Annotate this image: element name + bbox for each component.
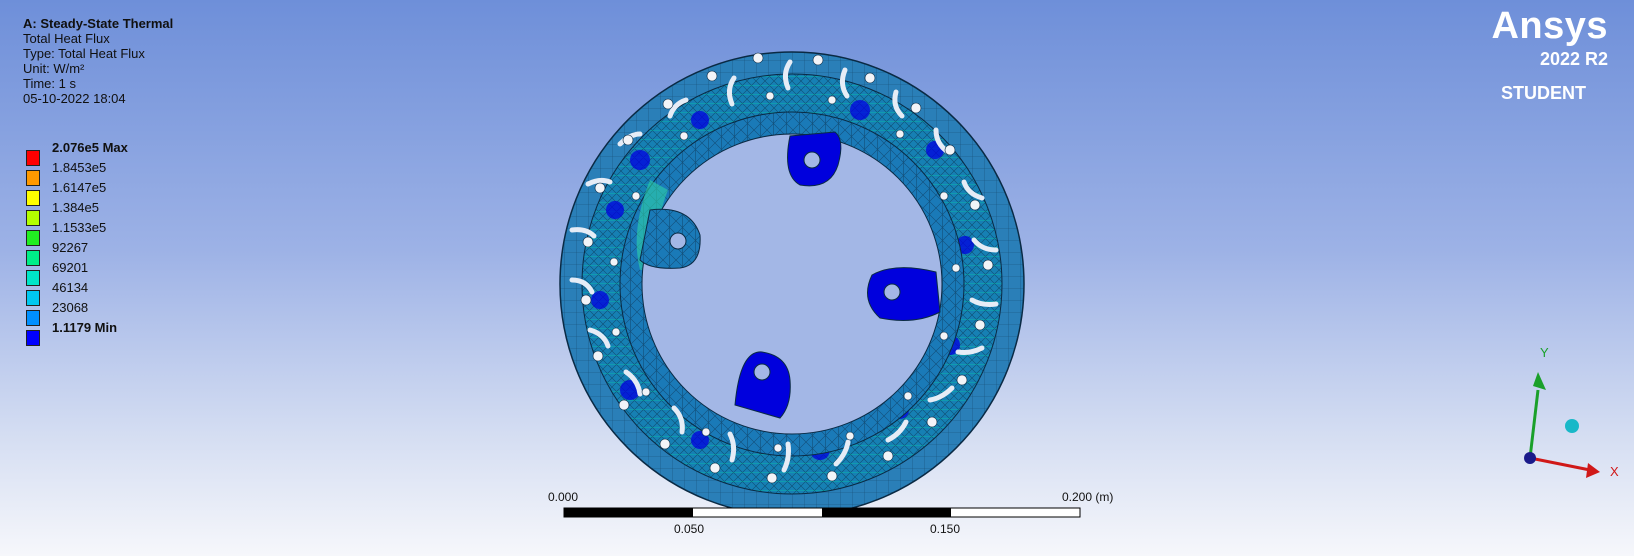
scale-bar: 0.000 0.200 (m) 0.050 0.150 [548,490,1113,536]
triad-iso-ball[interactable] [1565,419,1579,433]
legend-label: 92267 [52,240,89,255]
legend-swatch [26,170,40,186]
triad-x-arrowhead [1586,463,1600,478]
scale-label-0: 0.000 [548,490,578,504]
legend-swatch [26,190,40,206]
legend-swatch [26,210,40,226]
legend-label: 23068 [52,300,89,315]
scale-label-3: 0.200 (m) [1062,490,1113,504]
triad-y-label: Y [1540,345,1549,360]
legend-label: 1.384e5 [52,200,99,215]
triad-origin [1524,452,1536,464]
vent-holes [580,52,994,484]
disc-center-hole [641,133,943,435]
result-name: Total Heat Flux [23,31,110,46]
legend-label: 2.076e5 Max [52,140,128,155]
legend-swatch [26,290,40,306]
logo-edition: STUDENT [1501,83,1586,103]
result-unit: Unit: W/m² [23,61,85,76]
legend-label: 69201 [52,260,89,275]
cooling-slots [569,59,999,473]
triad-x-axis [1529,456,1591,472]
triad-x-label: X [1610,464,1619,479]
legend-label: 1.6147e5 [52,180,107,195]
result-date: 05-10-2022 18:04 [23,91,126,106]
axis-triad[interactable]: Y X [1524,345,1619,479]
legend-swatch [26,250,40,266]
scale-label-1: 0.050 [674,522,704,536]
brake-disc [559,51,1025,517]
legend-swatch [26,330,40,346]
logo-version: 2022 R2 [1539,49,1608,69]
legend-swatch [26,150,40,166]
scale-bar-segment [564,508,693,517]
legend-label: 1.1179 Min [52,320,118,335]
result-info: A: Steady-State Thermal Total Heat Flux … [23,16,173,106]
mounting-lugs [639,131,941,419]
result-type: Type: Total Heat Flux [23,46,145,61]
result-time: Time: 1 s [23,76,76,91]
triad-y-axis [1528,389,1540,459]
legend-swatch [26,230,40,246]
scale-bar-segment [822,508,951,517]
legend-label: 46134 [52,280,89,295]
legend-swatch [26,310,40,326]
legend-swatch [26,270,40,286]
triad-y-arrowhead [1533,372,1546,390]
logo-brand: Ansys [1491,5,1608,47]
analysis-title: A: Steady-State Thermal [23,16,174,31]
ansys-logo: Ansys 2022 R2 STUDENT [1491,6,1608,104]
legend-label: 1.1533e5 [52,220,107,235]
legend-label: 1.8453e5 [52,160,107,175]
scale-label-2: 0.150 [930,522,960,536]
